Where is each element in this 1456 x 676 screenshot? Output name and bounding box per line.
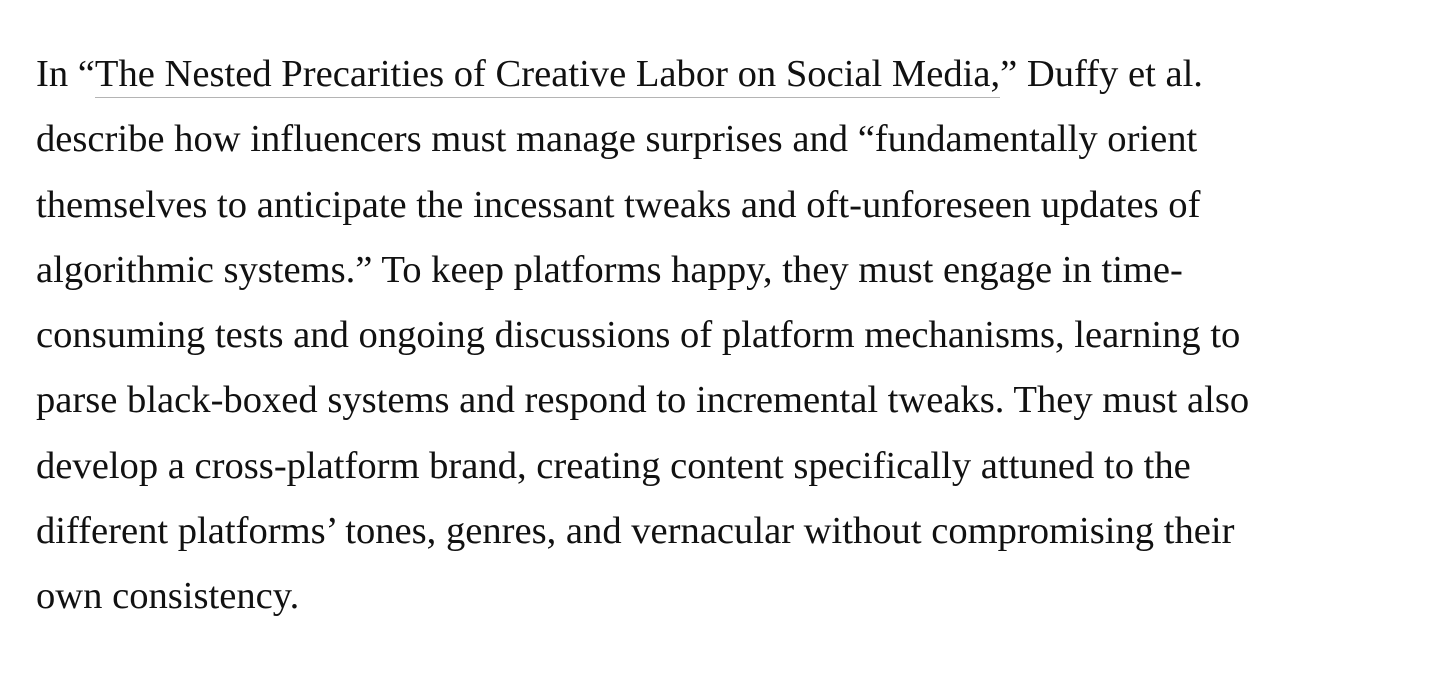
paragraph-line: parse black-boxed systems and respond to… bbox=[36, 379, 1250, 422]
paragraph-line: own consistency. bbox=[36, 575, 300, 618]
article-paragraph: In “The Nested Precarities of Creative L… bbox=[36, 42, 1436, 630]
paragraph-line: themselves to anticipate the incessant t… bbox=[36, 183, 1201, 226]
line-suffix: ” Duffy et al. bbox=[1000, 53, 1203, 95]
paragraph-line: develop a cross-platform brand, creating… bbox=[36, 444, 1191, 487]
paragraph-line: different platforms’ tones, genres, and … bbox=[36, 510, 1235, 553]
cited-article-link[interactable]: The Nested Precarities of Creative Labor… bbox=[94, 53, 1001, 98]
line-prefix: In “ bbox=[36, 53, 95, 95]
article-body: In “The Nested Precarities of Creative L… bbox=[36, 42, 1436, 630]
paragraph-line: algorithmic systems.” To keep platforms … bbox=[36, 248, 1183, 291]
paragraph-line: describe how influencers must manage sur… bbox=[36, 118, 1198, 161]
paragraph-line: consuming tests and ongoing discussions … bbox=[36, 314, 1241, 357]
paragraph-line: In “The Nested Precarities of Creative L… bbox=[36, 42, 1436, 107]
